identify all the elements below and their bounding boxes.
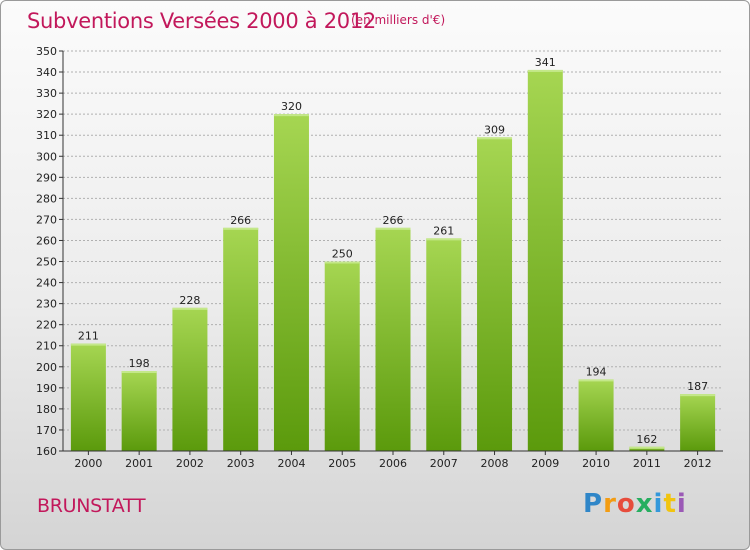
y-tick-label: 310 bbox=[36, 129, 57, 142]
y-tick-label: 250 bbox=[36, 256, 57, 269]
bar-value-label: 250 bbox=[332, 248, 353, 261]
bar-highlight bbox=[426, 238, 462, 241]
x-tick-label: 2006 bbox=[379, 457, 407, 470]
chart-subtitle: (en milliers d'€) bbox=[351, 13, 446, 27]
y-tick-label: 210 bbox=[36, 340, 57, 353]
bar[interactable] bbox=[121, 371, 157, 451]
bar-highlight bbox=[375, 227, 411, 230]
bar[interactable] bbox=[172, 307, 208, 451]
y-tick-label: 220 bbox=[36, 319, 57, 332]
bar-value-label: 211 bbox=[78, 330, 99, 343]
bar[interactable] bbox=[527, 69, 563, 452]
bar-value-label: 309 bbox=[484, 123, 505, 136]
y-tick-label: 290 bbox=[36, 171, 57, 184]
y-tick-label: 170 bbox=[36, 424, 57, 437]
x-tick-label: 2010 bbox=[582, 457, 610, 470]
x-tick-label: 2003 bbox=[227, 457, 255, 470]
bar[interactable] bbox=[273, 114, 309, 451]
bar-highlight bbox=[223, 227, 259, 230]
y-tick-label: 180 bbox=[36, 403, 57, 416]
x-tick-label: 2001 bbox=[125, 457, 153, 470]
bar-value-label: 266 bbox=[230, 214, 251, 227]
bar[interactable] bbox=[578, 379, 614, 451]
bar[interactable] bbox=[223, 227, 259, 451]
bar-highlight bbox=[629, 446, 665, 449]
x-tick-label: 2012 bbox=[684, 457, 712, 470]
y-tick-label: 270 bbox=[36, 213, 57, 226]
bar[interactable] bbox=[375, 227, 411, 451]
bar-highlight bbox=[121, 371, 157, 373]
y-tick-label: 230 bbox=[36, 298, 57, 311]
bar-highlight bbox=[477, 137, 513, 140]
y-tick-label: 240 bbox=[36, 277, 57, 290]
bar[interactable] bbox=[324, 261, 360, 451]
y-tick-label: 200 bbox=[36, 361, 57, 374]
bars bbox=[70, 69, 716, 452]
x-tick-label: 2009 bbox=[531, 457, 559, 470]
labels: 211 198 228 266 320 250 266 261 309 341 194 162 187 bbox=[78, 56, 708, 446]
bar[interactable] bbox=[680, 394, 716, 451]
y-tick-label: 160 bbox=[36, 445, 57, 458]
bar-highlight bbox=[273, 114, 309, 117]
y-tick-label: 350 bbox=[36, 45, 57, 58]
bar-value-label: 261 bbox=[433, 224, 454, 237]
proxiti-logo[interactable]: Proxiti bbox=[583, 489, 687, 519]
bar-value-label: 320 bbox=[281, 100, 302, 113]
x-tick-label: 2000 bbox=[74, 457, 102, 470]
bar-highlight bbox=[578, 379, 614, 382]
chart-title: Subventions Versées 2000 à 2012 bbox=[27, 9, 376, 33]
x-tick-label: 2002 bbox=[176, 457, 204, 470]
y-tick-label: 190 bbox=[36, 382, 57, 395]
bar-highlight bbox=[172, 307, 208, 310]
bar-value-label: 162 bbox=[636, 433, 657, 446]
y-tick-label: 330 bbox=[36, 87, 57, 100]
bar-value-label: 341 bbox=[535, 56, 556, 69]
x-tick-label: 2005 bbox=[328, 457, 356, 470]
x-tick-label: 2004 bbox=[277, 457, 305, 470]
bar-value-label: 266 bbox=[383, 214, 404, 227]
bar[interactable] bbox=[477, 137, 513, 451]
bar[interactable] bbox=[70, 343, 106, 451]
bar[interactable] bbox=[629, 446, 665, 451]
axes: 160 170 180 190 200 210 220 230 240 250 260 270 280 2… bbox=[36, 45, 723, 470]
y-tick-label: 320 bbox=[36, 108, 57, 121]
commune-name: BRUNSTATT bbox=[37, 495, 146, 517]
bar-value-label: 194 bbox=[586, 365, 607, 378]
bar-value-label: 198 bbox=[129, 357, 150, 370]
bar-highlight bbox=[70, 343, 106, 346]
bar-highlight bbox=[680, 394, 716, 397]
y-tick-label: 300 bbox=[36, 150, 57, 163]
bar-value-label: 187 bbox=[687, 380, 708, 393]
x-tick-label: 2007 bbox=[430, 457, 458, 470]
x-tick-label: 2008 bbox=[481, 457, 509, 470]
x-tick-label: 2011 bbox=[633, 457, 661, 470]
y-tick-label: 260 bbox=[36, 234, 57, 247]
bar[interactable] bbox=[426, 238, 462, 451]
bar-value-label: 228 bbox=[179, 294, 200, 307]
y-tick-label: 340 bbox=[36, 66, 57, 79]
bar-highlight bbox=[324, 261, 360, 264]
bar-highlight bbox=[527, 69, 563, 72]
y-tick-label: 280 bbox=[36, 192, 57, 205]
